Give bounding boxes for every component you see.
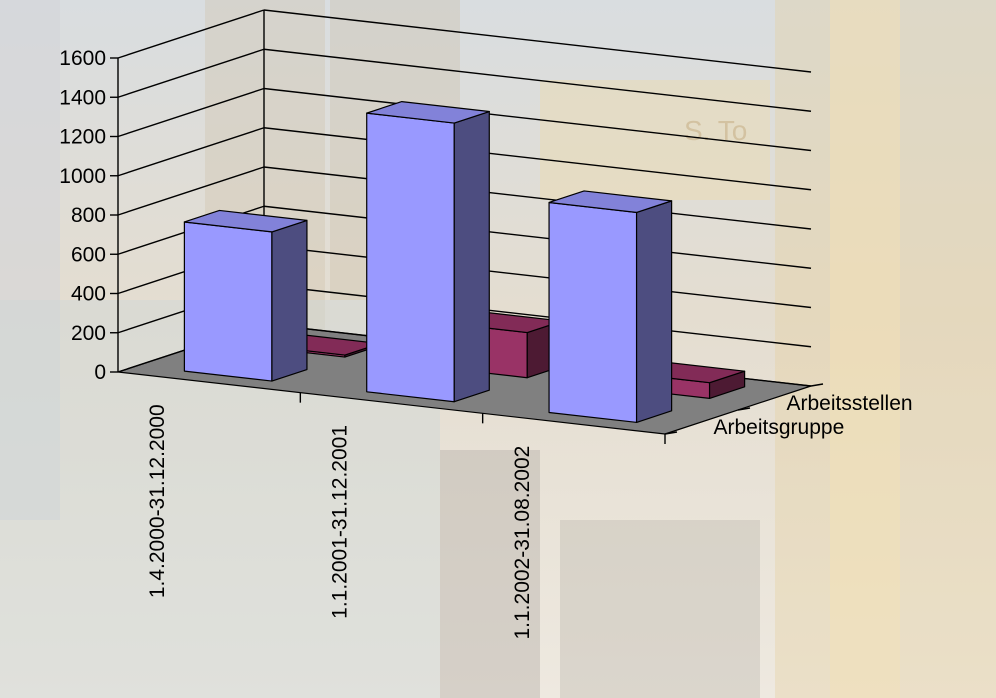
series-label: Arbeitsstellen [787, 392, 913, 415]
bar-front-face [549, 202, 637, 422]
x-category-label: 1.1.2001-31.12.2001 [329, 425, 352, 619]
x-category-label: 1.4.2000-31.12.2000 [146, 404, 169, 598]
y-tick-label: 0 [94, 361, 106, 384]
bar-side-face [272, 220, 307, 381]
y-tick-label: 1200 [59, 126, 106, 149]
y-tick-label: 800 [71, 204, 106, 227]
y-tick-label: 200 [71, 322, 106, 345]
bar-side-face [637, 201, 672, 423]
x-category-label: 1.1.2002-31.08.2002 [511, 446, 534, 640]
y-tick-label: 400 [71, 283, 106, 306]
bar-arbeitsgruppe [184, 210, 307, 381]
bar-side-face [454, 112, 489, 402]
background-sign-text: S. To [684, 115, 747, 146]
y-tick-label: 1400 [59, 86, 106, 109]
bar-front-face [367, 113, 455, 402]
bar-front-face [184, 222, 272, 381]
bar-arbeitsgruppe [549, 191, 672, 422]
bar-arbeitsgruppe [367, 102, 490, 402]
y-tick-label: 1600 [59, 47, 106, 70]
series-label: Arbeitsgruppe [714, 416, 845, 439]
y-tick-label: 1000 [59, 165, 106, 188]
y-tick-label: 600 [71, 243, 106, 266]
